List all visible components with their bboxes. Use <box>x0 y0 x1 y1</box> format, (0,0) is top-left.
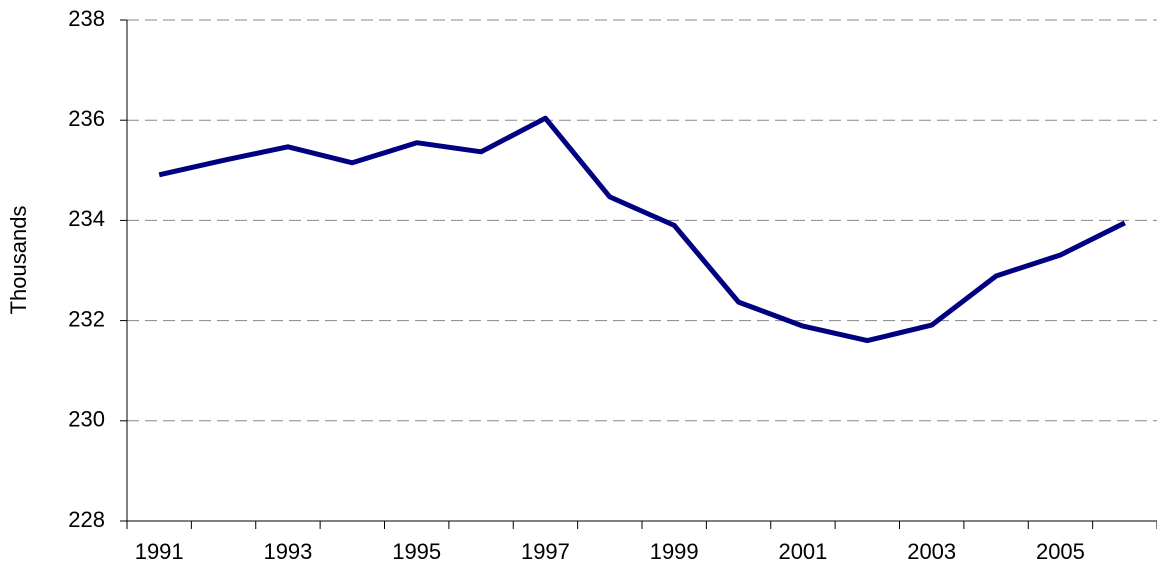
y-tick-label: 234 <box>68 206 105 231</box>
x-tick-label: 1999 <box>650 539 699 564</box>
y-tick-label: 230 <box>68 407 105 432</box>
y-tick-label: 228 <box>68 507 105 532</box>
x-tick-label: 1995 <box>392 539 441 564</box>
x-tick-label: 2001 <box>778 539 827 564</box>
y-tick-label: 236 <box>68 106 105 131</box>
x-tick-label: 1997 <box>521 539 570 564</box>
data-line <box>158 115 1126 344</box>
y-tick-label: 238 <box>68 6 105 31</box>
x-tick-label: 2005 <box>1036 539 1085 564</box>
x-tick-label: 1993 <box>263 539 312 564</box>
x-tick-label: 2003 <box>907 539 956 564</box>
y-tick-label: 232 <box>68 306 105 331</box>
y-axis-label: Thousands <box>6 206 31 315</box>
x-tick-label: 1991 <box>135 539 184 564</box>
